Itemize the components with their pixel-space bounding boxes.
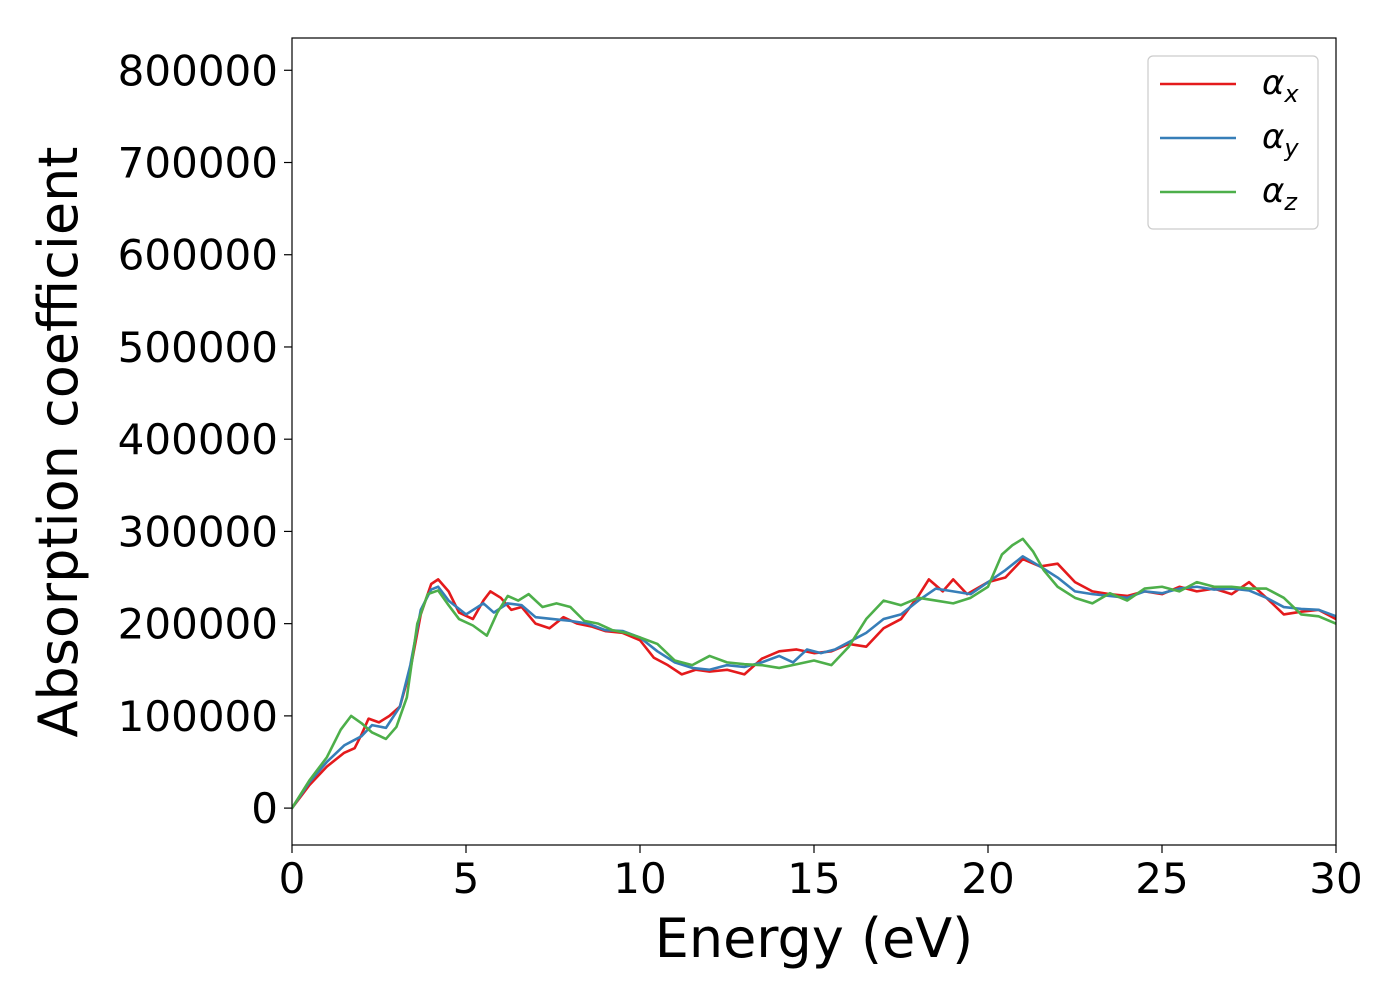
legend: αx αy αz: [1147, 55, 1319, 230]
y-tick-label: 700000: [118, 139, 278, 188]
y-tick-label: 600000: [118, 231, 278, 280]
x-tick-label: 30: [1309, 854, 1362, 903]
series-line-y: [292, 555, 1336, 810]
x-tick-label: 15: [787, 854, 840, 903]
x-tick-label: 10: [613, 854, 666, 903]
y-tick-label: 100000: [118, 692, 278, 741]
axis-ticks: 0 5 10 15 20 25 30 0 100000 200000 300000 400000 500…: [118, 46, 1363, 903]
y-tick-label: 0: [251, 784, 278, 833]
legend-label-z: αz: [1262, 171, 1298, 216]
x-tick-label: 20: [961, 854, 1014, 903]
y-tick-label: 800000: [118, 46, 278, 95]
legend-box: [1147, 55, 1319, 230]
legend-label-y: αy: [1262, 117, 1299, 162]
series-lines: [292, 537, 1336, 810]
x-tick-label: 25: [1135, 854, 1188, 903]
series-line-z: [292, 537, 1336, 810]
y-tick-label: 300000: [118, 507, 278, 556]
y-tick-label: 400000: [118, 415, 278, 464]
x-tick-label: 5: [453, 854, 480, 903]
y-axis-label: Absorption coefficient: [27, 147, 90, 738]
y-tick-label: 200000: [118, 600, 278, 649]
x-axis-label: Energy (eV): [655, 907, 974, 970]
x-tick-label: 0: [279, 854, 306, 903]
series-line-x: [292, 557, 1336, 810]
y-tick-label: 500000: [118, 323, 278, 372]
legend-label-x: αx: [1262, 63, 1299, 108]
